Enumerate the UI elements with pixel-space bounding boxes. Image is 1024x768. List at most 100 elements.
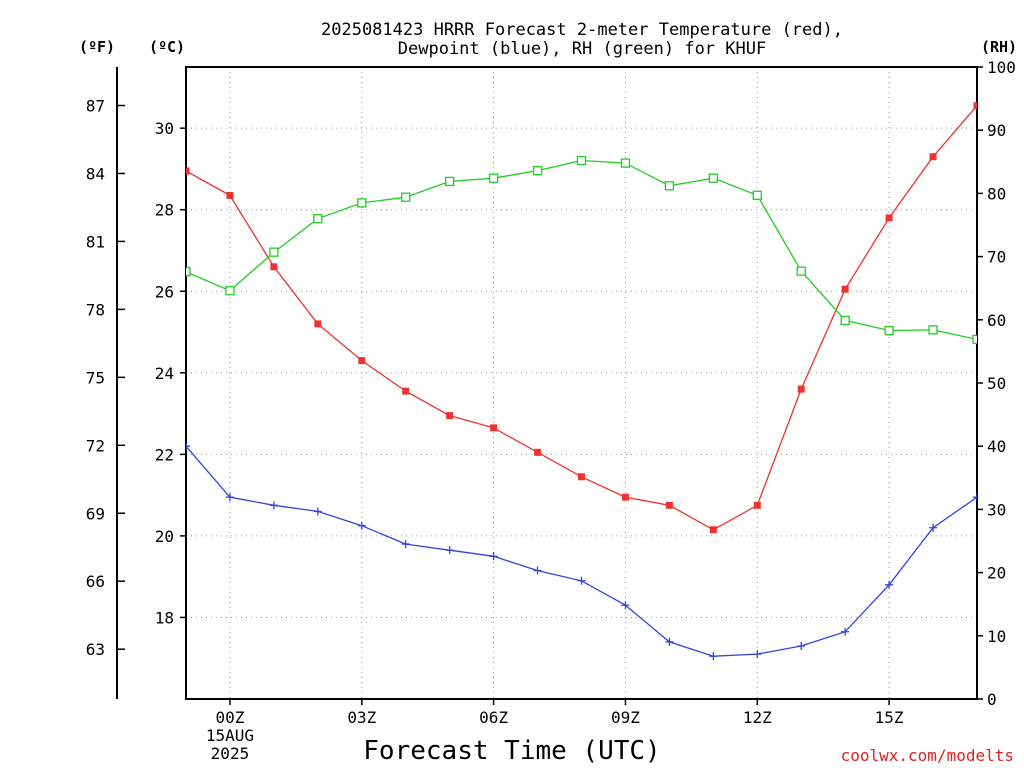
dewpoint-point <box>621 601 630 610</box>
celsius-tick-label: 24 <box>155 364 174 383</box>
celsius-tick-label: 30 <box>155 119 174 138</box>
dewpoint-point <box>753 650 762 659</box>
data-series <box>186 102 977 661</box>
rh-tick-label: 90 <box>987 121 1006 140</box>
celsius-tick-label: 18 <box>155 608 174 627</box>
rh-point <box>532 165 543 176</box>
grid-lines <box>186 67 977 699</box>
fahrenheit-tick-label: 87 <box>86 97 105 116</box>
x-tick-label: 03Z <box>347 708 376 727</box>
fahrenheit-tick-label: 66 <box>86 572 105 591</box>
celsius-tick-label: 26 <box>155 282 174 301</box>
rh-point <box>708 173 718 183</box>
temperature-series <box>186 102 977 534</box>
temperature-point <box>929 153 937 161</box>
dewpoint-point <box>445 546 454 555</box>
rh-tick-label: 80 <box>987 184 1006 203</box>
temperature-point <box>186 167 190 175</box>
rh-point <box>186 267 191 277</box>
temperature-point <box>226 191 234 199</box>
rh-point <box>752 190 762 200</box>
temperature-point <box>314 320 322 328</box>
dewpoint-point <box>357 521 366 530</box>
rh-point <box>928 325 938 335</box>
temperature-point <box>841 285 849 293</box>
fahrenheit-tick-label: 72 <box>86 436 105 455</box>
temperature-point <box>534 448 542 456</box>
temperature-point <box>621 493 629 501</box>
temperature-point <box>753 501 761 509</box>
rh-point <box>972 334 977 345</box>
rh-point <box>576 155 587 166</box>
celsius-tick-label: 20 <box>155 527 174 546</box>
fahrenheit-tick-label: 63 <box>86 640 105 659</box>
temperature-point <box>885 214 893 222</box>
rh-tick-label: 0 <box>987 690 997 709</box>
dewpoint-point <box>186 442 190 451</box>
dewpoint-point <box>929 523 938 532</box>
rh-point <box>225 286 235 296</box>
celsius-tick-label: 22 <box>155 445 174 464</box>
rh-tick-label: 20 <box>987 564 1006 583</box>
x-tick-label: 15Z <box>875 708 904 727</box>
temperature-point <box>973 102 977 110</box>
x-tick-date-label: 15AUG <box>206 726 254 745</box>
temperature-point <box>665 501 673 509</box>
rh-tick-label: 100 <box>987 58 1016 77</box>
temperature-point <box>490 424 498 432</box>
dewpoint-point <box>577 576 586 585</box>
x-tick-label: 06Z <box>479 708 508 727</box>
credit-text: coolwx.com/modelts <box>841 746 1014 765</box>
rh-tick-label: 70 <box>987 248 1006 267</box>
rh-point <box>313 214 323 224</box>
rh-point <box>401 192 411 202</box>
rh-point <box>664 181 675 191</box>
dewpoint-point <box>269 501 278 510</box>
dewpoint-point <box>489 552 498 561</box>
rh-tick-label: 50 <box>987 374 1006 393</box>
temperature-point <box>578 473 585 481</box>
temperature-point <box>358 357 366 365</box>
fahrenheit-unit-label: (ºF) <box>79 38 115 56</box>
temperature-point <box>797 385 805 393</box>
rh-tick-label: 10 <box>987 627 1006 646</box>
rh-tick-label: 40 <box>987 437 1006 456</box>
rh-point <box>884 325 894 336</box>
dewpoint-point <box>225 493 234 502</box>
temperature-point <box>270 263 278 271</box>
temperature-point <box>402 387 410 395</box>
dewpoint-point <box>797 641 806 650</box>
rh-tick-label: 30 <box>987 500 1006 519</box>
rh-point <box>620 158 631 168</box>
dewpoint-point <box>841 627 850 636</box>
chart-title-line1: 2025081423 HRRR Forecast 2-meter Tempera… <box>321 20 843 40</box>
dewpoint-series <box>186 442 977 661</box>
x-tick-label: 12Z <box>743 708 772 727</box>
fahrenheit-tick-label: 84 <box>86 164 105 183</box>
rh-point <box>840 315 850 326</box>
temperature-point <box>446 412 454 420</box>
x-tick-label: 00Z <box>215 708 244 727</box>
x-axis-title: Forecast Time (UTC) <box>363 736 660 766</box>
axes: 63 66 69 72 75 78 81 84 87 18 20 22 24 26 28 30 0 10 20 30 4… <box>86 58 1016 763</box>
rh-series <box>186 155 977 345</box>
rh-point <box>445 176 455 187</box>
fahrenheit-tick-label: 69 <box>86 504 105 523</box>
dewpoint-point <box>401 540 410 549</box>
x-tick-label: 09Z <box>611 708 640 727</box>
fahrenheit-tick-label: 78 <box>86 300 105 319</box>
dewpoint-point <box>973 493 977 502</box>
dewpoint-point <box>709 652 718 661</box>
rh-point <box>357 198 367 208</box>
rh-tick-label: 60 <box>987 311 1006 330</box>
rh-point <box>488 173 499 183</box>
dewpoint-point <box>313 507 322 516</box>
rh-point <box>796 266 806 276</box>
celsius-tick-label: 28 <box>155 201 174 220</box>
chart-title-line2: Dewpoint (blue), RH (green) for KHUF <box>398 39 766 59</box>
x-tick-year-label: 2025 <box>211 744 250 763</box>
rh-point <box>269 247 279 257</box>
dewpoint-point <box>665 637 674 646</box>
